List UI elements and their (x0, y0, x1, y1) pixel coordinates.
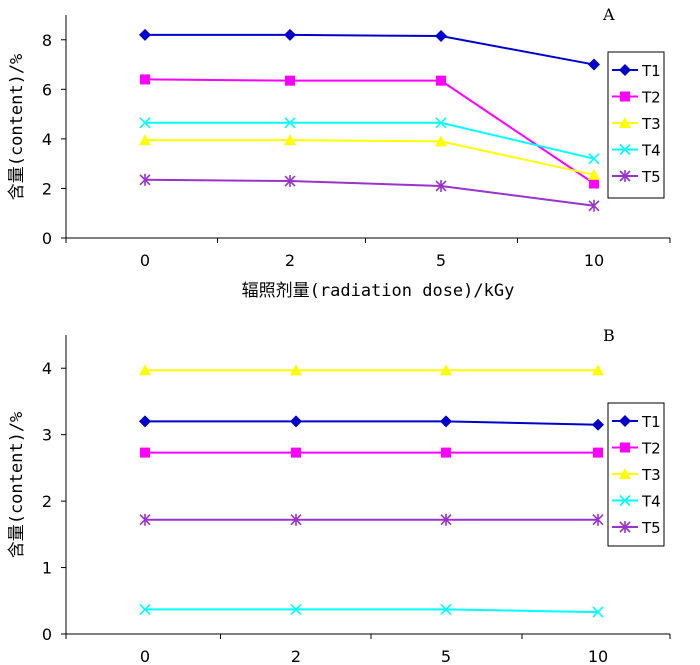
series-line-t3 (145, 139, 595, 176)
y-tick-label: 8 (42, 31, 52, 50)
legend-label: T5 (641, 168, 661, 186)
x-tick-label: 5 (441, 647, 451, 665)
data-point-t2 (593, 447, 603, 458)
legend-label: T2 (641, 89, 661, 107)
data-point-t4 (284, 117, 296, 129)
data-point-t1 (440, 415, 452, 428)
data-point-t2 (285, 75, 295, 86)
y-tick-label: 1 (42, 559, 52, 578)
data-point-t2 (441, 447, 451, 458)
x-tick-label: 0 (140, 251, 150, 270)
data-point-t1 (435, 30, 447, 43)
data-point-t2 (436, 75, 446, 86)
y-tick-label: 2 (42, 179, 52, 198)
x-axis-title: 辐照剂量(radiation dose)/kGy (242, 281, 515, 301)
data-point-t2 (140, 74, 150, 85)
data-point-t3 (588, 168, 600, 180)
legend-marker (619, 468, 631, 479)
data-point-t5 (588, 199, 600, 212)
x-tick-label: 2 (291, 647, 301, 665)
data-point-t5 (440, 513, 452, 526)
data-point-t1 (588, 58, 600, 71)
legend-label: T1 (641, 62, 661, 80)
chart-panel-a: 0 2 4 6 8 0 2 5 10 辐照剂量(radiation dose)/kGy 含量(con… (7, 5, 671, 301)
data-point-t3 (435, 135, 447, 147)
data-point-t2 (140, 447, 150, 458)
legend-marker (619, 170, 631, 182)
data-point-t4 (290, 603, 302, 615)
legend-marker (619, 117, 631, 128)
data-point-t1 (139, 28, 151, 41)
legend-marker (619, 494, 631, 507)
data-point-t4 (588, 153, 600, 165)
data-point-t2 (589, 178, 599, 189)
data-point-t3 (440, 364, 452, 376)
legend-label: T5 (641, 519, 661, 537)
x-tick-label: 2 (285, 251, 295, 270)
chart-panel-b: 0123402510辐照剂量(radiation dose)/kGy含量(con… (7, 326, 671, 665)
series-line-t1 (145, 420, 599, 426)
data-point-t3 (290, 364, 302, 376)
y-tick-label: 6 (42, 80, 52, 99)
x-tick-label: 10 (588, 647, 608, 665)
y-tick-label: 4 (42, 359, 52, 378)
legend-marker (619, 64, 631, 76)
data-point-t1 (139, 415, 151, 428)
x-tick-label: 5 (436, 251, 446, 270)
data-point-t3 (139, 134, 151, 146)
legend-marker (619, 415, 631, 427)
legend-label: T4 (641, 493, 661, 511)
data-point-t4 (139, 117, 151, 129)
data-point-t3 (592, 364, 604, 376)
legend-label: T4 (641, 142, 661, 160)
data-point-t4 (440, 603, 452, 615)
y-axis-title: 含量(content)/% (7, 412, 27, 559)
data-point-t3 (284, 134, 296, 146)
y-tick-label: 4 (42, 130, 52, 149)
data-point-t1 (592, 418, 604, 431)
y-tick-label: 3 (42, 426, 52, 445)
data-point-t5 (284, 175, 296, 188)
series-line-t4 (145, 608, 599, 614)
legend-label: T1 (641, 413, 661, 431)
data-point-t4 (435, 117, 447, 129)
y-tick-label: 0 (42, 229, 52, 248)
series-line-t5 (144, 178, 595, 207)
data-point-t4 (139, 603, 151, 615)
y-tick-label: 2 (42, 492, 52, 511)
legend: T1 T2 T3 T4 T5 (607, 51, 665, 199)
data-point-t4 (592, 606, 604, 618)
legend-label: T3 (641, 115, 661, 133)
legend-box (607, 51, 665, 199)
x-tick-label: 10 (584, 251, 604, 270)
data-point-t1 (284, 28, 296, 41)
data-point-t5 (139, 173, 151, 186)
data-point-t2 (291, 447, 301, 458)
panel-label: A (602, 5, 615, 24)
series-line-t1 (145, 33, 595, 66)
series-line-t2 (144, 78, 595, 185)
legend-marker (620, 442, 630, 453)
data-point-t1 (290, 415, 302, 428)
legend-label: T2 (641, 440, 661, 458)
y-axis-title: 含量(content)/% (7, 54, 27, 201)
x-tick-label: 0 (140, 647, 150, 665)
legend-marker (619, 143, 631, 156)
legend: T1 T2 T3 T4 T5 (607, 402, 665, 547)
legend-marker (619, 521, 631, 533)
y-tick-label: 0 (42, 625, 52, 644)
panel-label: B (603, 326, 615, 345)
data-point-t5 (290, 513, 302, 526)
legend-label: T3 (641, 466, 661, 484)
data-point-t5 (435, 179, 447, 192)
series-line-t4 (145, 121, 595, 160)
data-point-t3 (139, 364, 151, 376)
data-point-t5 (139, 513, 151, 526)
legend-marker (620, 91, 630, 102)
data-point-t5 (592, 513, 604, 526)
